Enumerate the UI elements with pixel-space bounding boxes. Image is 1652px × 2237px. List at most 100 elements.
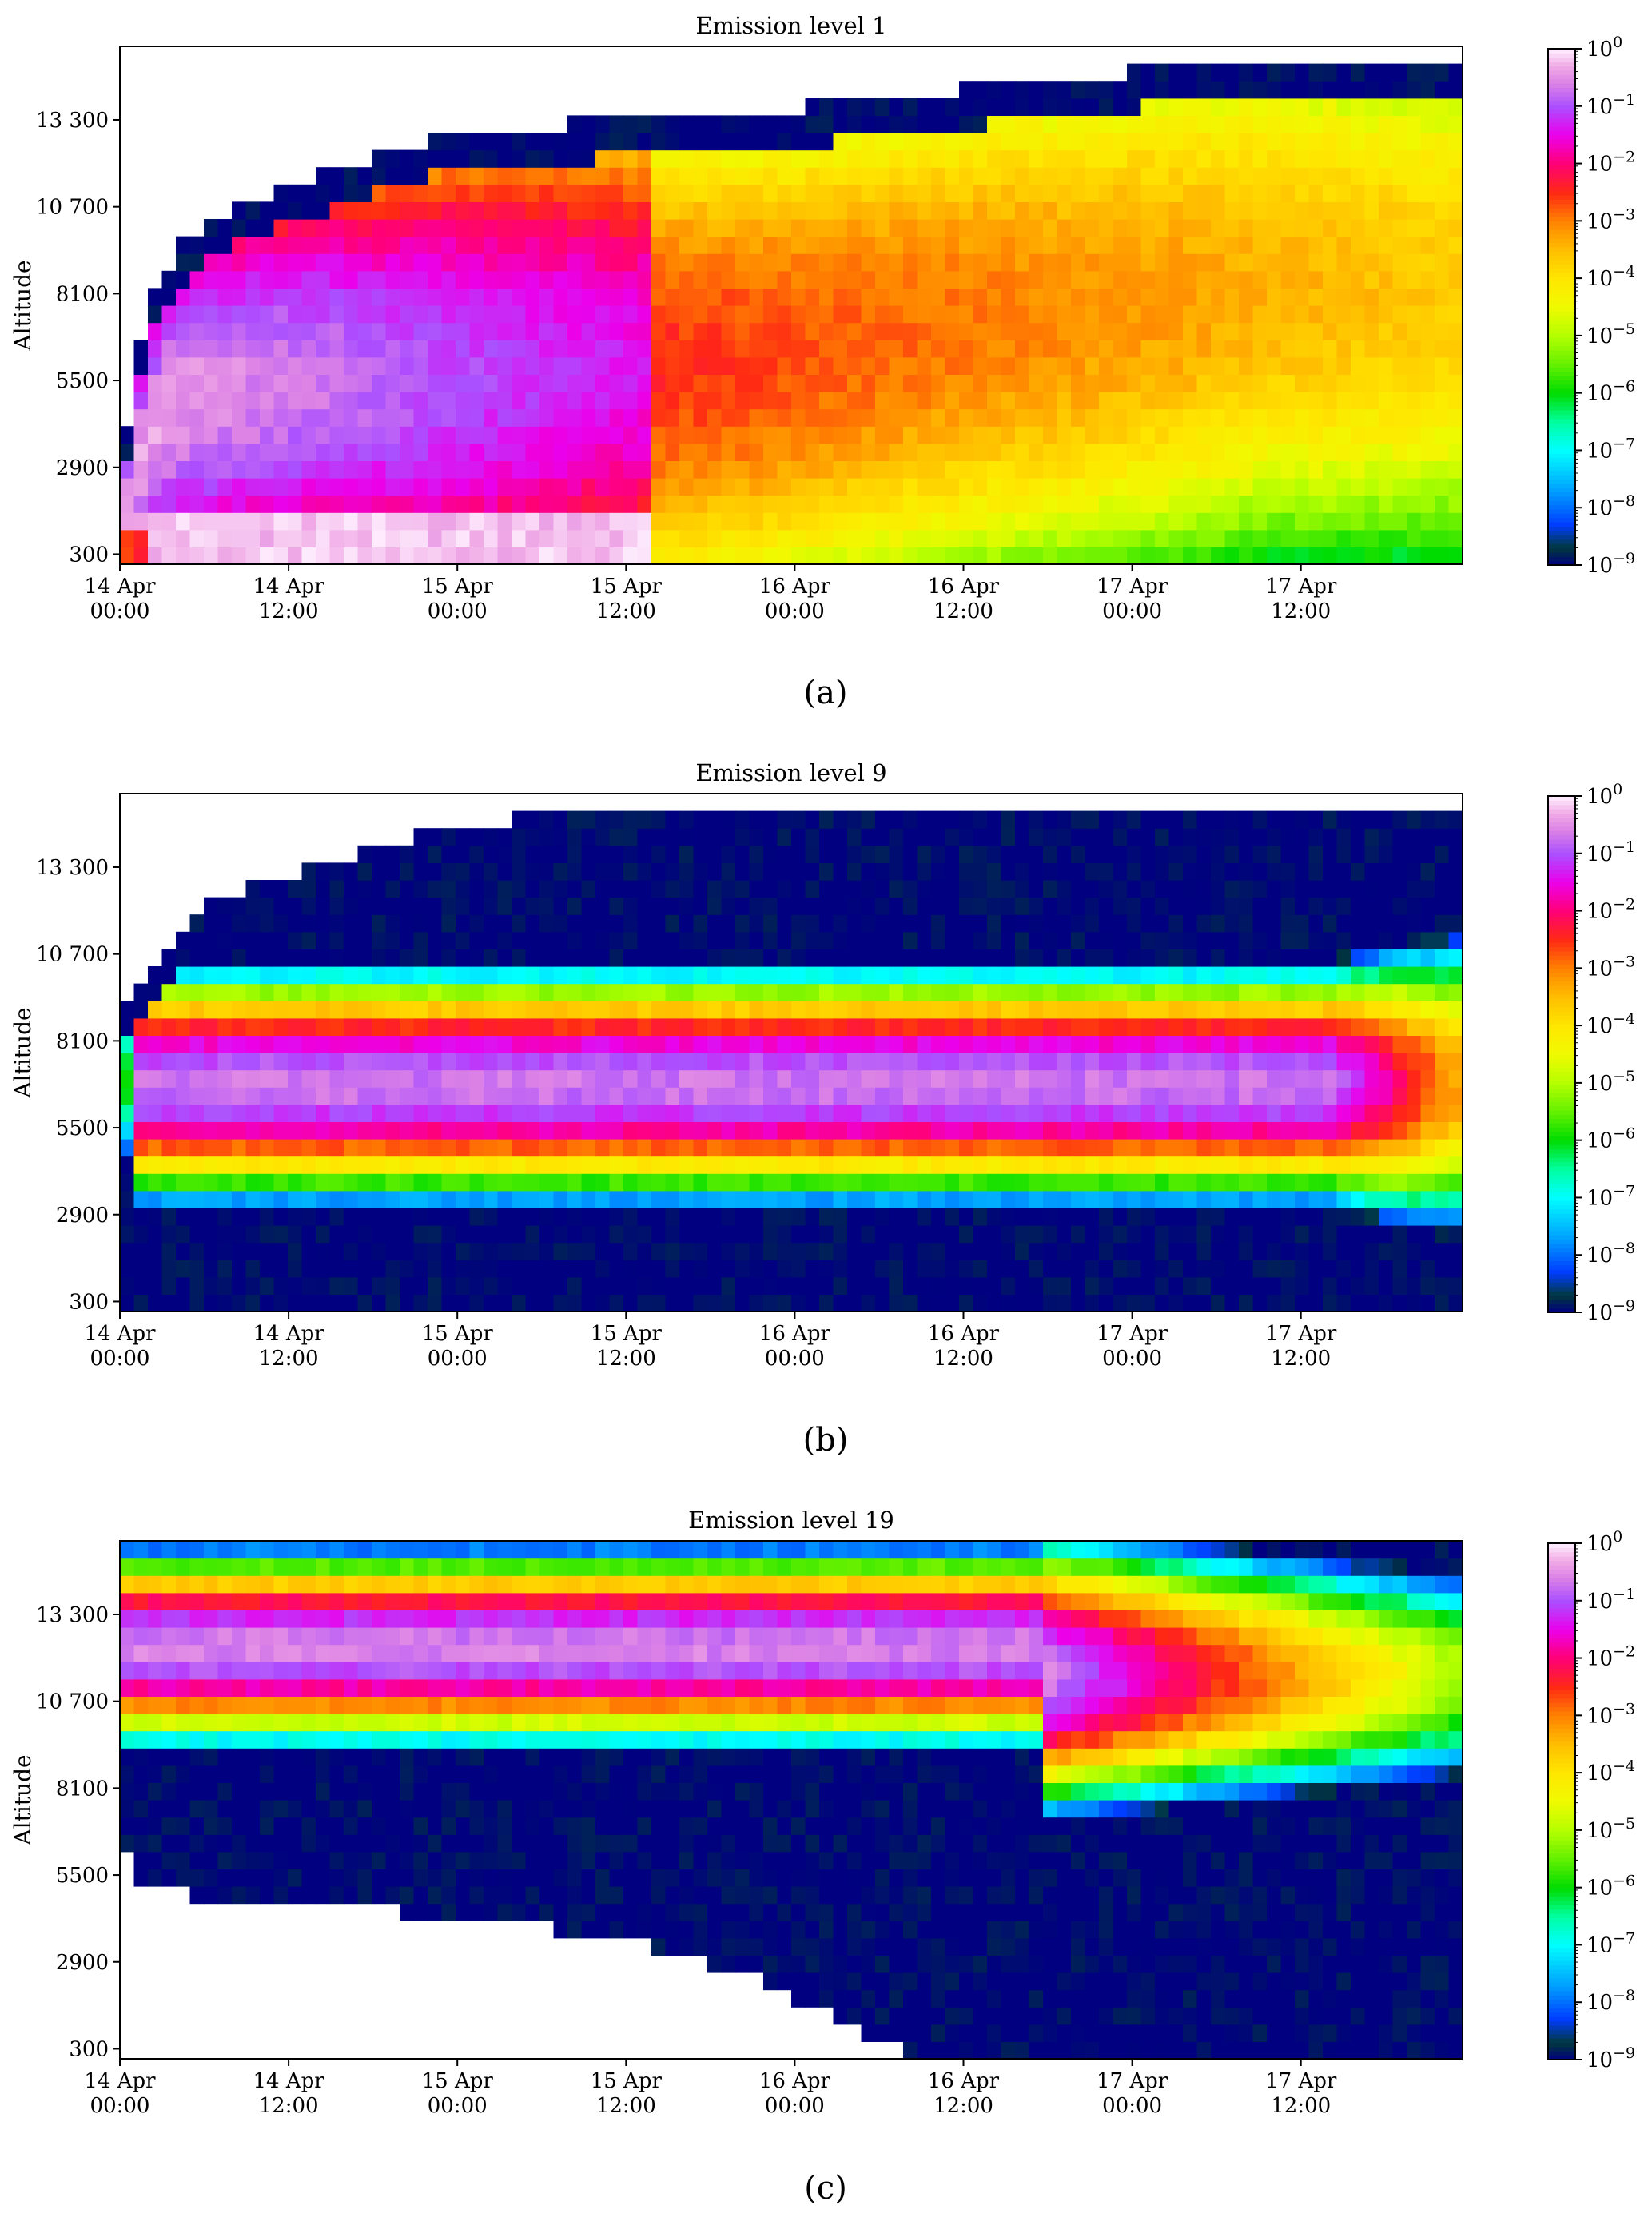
heatmap-cell (553, 305, 568, 324)
heatmap-cell (456, 1104, 471, 1122)
heatmap-cell (1224, 512, 1240, 531)
heatmap-cell (1057, 512, 1072, 531)
heatmap-cell (1196, 1087, 1212, 1105)
heatmap-cell (1239, 219, 1254, 237)
heatmap-cell (567, 426, 583, 444)
heatmap-cell (1239, 478, 1254, 496)
heatmap-cell (1015, 1121, 1030, 1140)
heatmap-cell (413, 443, 428, 461)
heatmap-cell (1295, 322, 1310, 340)
heatmap-cell (1113, 1190, 1128, 1208)
heatmap-cell (609, 392, 624, 410)
heatmap-cell (1239, 1121, 1254, 1140)
colorbar-swatch (1548, 513, 1575, 519)
heatmap-cell (1420, 392, 1435, 410)
heatmap-cell (133, 1017, 149, 1036)
colorbar-swatch (1548, 100, 1575, 105)
heatmap-cell (1168, 288, 1184, 306)
heatmap-cell (1127, 236, 1142, 254)
heatmap-cell (484, 1294, 499, 1312)
heatmap-cell (651, 547, 667, 565)
heatmap-cell (1379, 115, 1394, 133)
heatmap-cell (721, 547, 736, 565)
heatmap-cell (1392, 392, 1407, 410)
heatmap-cell (260, 1087, 275, 1105)
heatmap-cell (567, 1242, 583, 1260)
heatmap-cell (260, 1121, 275, 1140)
heatmap-cell (1267, 253, 1282, 272)
heatmap-cell (1308, 426, 1324, 444)
heatmap-cell (273, 495, 289, 513)
heatmap-cell (469, 880, 484, 898)
heatmap-cell (441, 305, 456, 324)
heatmap-cell (1015, 1104, 1030, 1122)
heatmap-cell (1295, 253, 1310, 272)
heatmap-cell (1183, 219, 1198, 237)
heatmap-cell (637, 443, 652, 461)
heatmap-cell (1252, 1156, 1268, 1174)
heatmap-cell (288, 356, 303, 375)
heatmap-cell (1420, 408, 1435, 427)
heatmap-cell (120, 426, 135, 444)
heatmap-cell (693, 914, 708, 933)
heatmap-cell (959, 810, 974, 829)
heatmap-cell (469, 914, 484, 933)
heatmap-cell (805, 478, 820, 496)
heatmap-cell (400, 1035, 415, 1053)
heatmap-cell (428, 1156, 443, 1174)
heatmap-cell (693, 1087, 708, 1105)
heatmap-cell (1336, 236, 1351, 254)
heatmap-cell (372, 966, 387, 985)
heatmap-cell (316, 322, 331, 340)
heatmap-cell (316, 931, 331, 949)
heatmap-cell (777, 1069, 792, 1088)
heatmap-cell (260, 495, 275, 513)
heatmap-cell (456, 133, 471, 151)
heatmap-cell (1224, 1276, 1240, 1295)
heatmap-cell (931, 149, 946, 168)
heatmap-cell (428, 1087, 443, 1105)
heatmap-cell (1113, 443, 1128, 461)
heatmap-cell (1099, 1173, 1114, 1192)
heatmap-cell (1196, 1190, 1212, 1208)
heatmap-cell (372, 862, 387, 881)
heatmap-cell (1071, 512, 1086, 531)
heatmap-cell (469, 862, 484, 881)
heatmap-cell (1239, 828, 1254, 846)
colorbar-swatch (1548, 259, 1575, 265)
heatmap-cell (1071, 529, 1086, 547)
colorbar-swatch (1548, 522, 1575, 527)
heatmap-cell (1224, 845, 1240, 863)
heatmap-cell (1155, 931, 1170, 949)
heatmap-cell (1211, 810, 1226, 829)
heatmap-cell (1364, 374, 1379, 392)
heatmap-cell (777, 460, 792, 479)
heatmap-cell (1183, 98, 1198, 116)
heatmap-cell (917, 340, 932, 358)
heatmap-cell (1168, 115, 1184, 133)
heatmap-cell (329, 253, 344, 272)
heatmap-cell (595, 1121, 611, 1140)
heatmap-cell (245, 1035, 261, 1053)
heatmap-cell (1057, 983, 1072, 1001)
heatmap-cell (344, 305, 359, 324)
heatmap-cell (623, 1260, 639, 1278)
heatmap-cell (833, 897, 848, 915)
heatmap-cell (1239, 1139, 1254, 1157)
heatmap-cell (1392, 512, 1407, 531)
heatmap-cell (1323, 81, 1338, 99)
heatmap-cell (749, 133, 764, 151)
heatmap-cell (484, 149, 499, 168)
heatmap-cell (1351, 288, 1366, 306)
colorbar-swatch (1548, 440, 1575, 445)
heatmap-cell (973, 1294, 988, 1312)
heatmap-cell (1420, 288, 1435, 306)
heatmap-cell (777, 547, 792, 565)
heatmap-cell (189, 478, 205, 496)
heatmap-cell (1099, 1104, 1114, 1122)
heatmap-cell (847, 1053, 862, 1071)
heatmap-cell (372, 983, 387, 1001)
heatmap-cell (512, 949, 527, 967)
heatmap-cell (1183, 374, 1198, 392)
heatmap-cell (945, 1139, 960, 1157)
